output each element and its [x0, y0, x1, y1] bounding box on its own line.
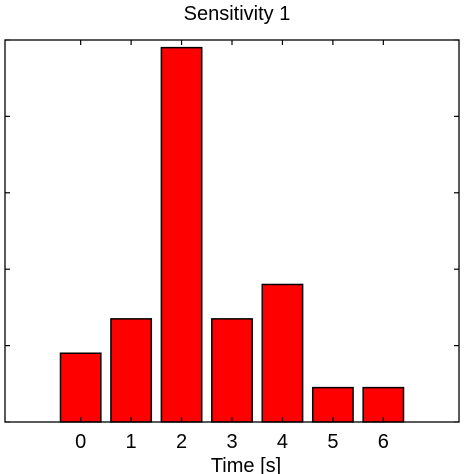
x-tick-label-2: 2 — [176, 431, 187, 453]
bar-3 — [211, 318, 253, 423]
chart-title: Sensitivity 1 — [184, 3, 291, 25]
x-axis-ticks: 0 1 2 3 4 5 6 — [75, 40, 389, 453]
x-tick-label-4: 4 — [277, 431, 288, 453]
bars — [59, 46, 405, 423]
x-tick-label-1: 1 — [126, 431, 137, 453]
bar-6 — [362, 386, 405, 423]
x-tick-label-6: 6 — [378, 431, 389, 453]
x-tick-label-5: 5 — [327, 431, 338, 453]
y-axis-ticks — [5, 39, 459, 423]
bar-0 — [59, 352, 102, 423]
bar-1 — [110, 318, 153, 423]
bar-2 — [160, 46, 203, 423]
x-tick-label-0: 0 — [75, 431, 86, 453]
x-axis-label: Time [s] — [211, 455, 281, 474]
x-tick-label-3: 3 — [226, 431, 237, 453]
bar-4 — [261, 283, 304, 423]
plot-area: 0 1 2 3 4 5 6 — [4, 39, 460, 453]
bar-5 — [311, 386, 354, 423]
